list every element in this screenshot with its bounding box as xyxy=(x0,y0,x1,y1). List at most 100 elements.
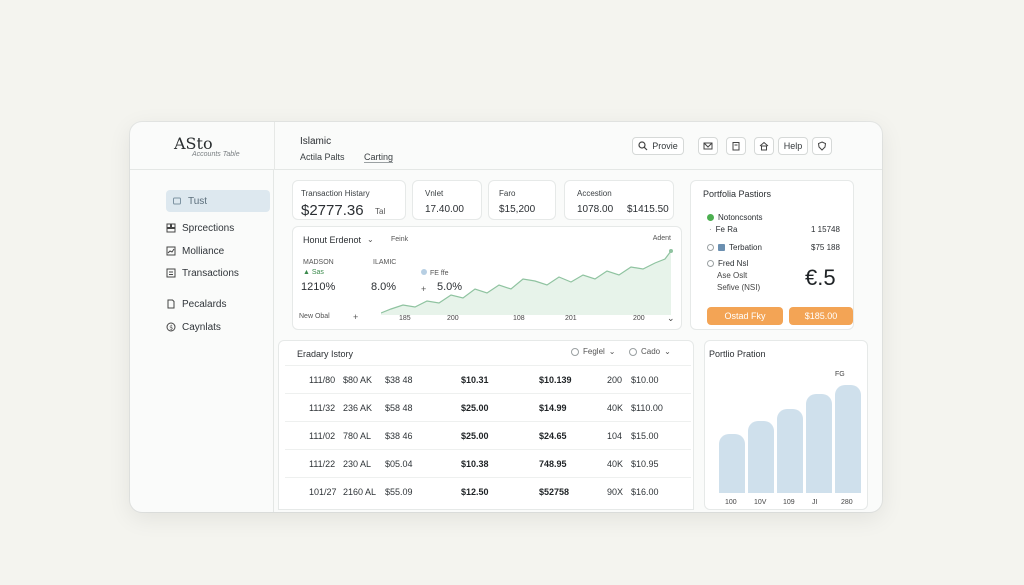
stat-suffix: Tal xyxy=(375,207,386,216)
stat-value: $2777.36 xyxy=(301,202,364,219)
metric-value-2: 8.0% xyxy=(371,281,397,293)
filter-option[interactable]: Feglel ⌄ xyxy=(571,347,616,356)
table-row[interactable]: 111/80 $80 AK $38 48 $10.31 $10.139 200 $10.00 xyxy=(285,365,691,393)
metric-label: MADSON xyxy=(303,259,334,266)
chart-dropdown[interactable]: ⌄ xyxy=(367,235,374,244)
filter-option[interactable]: Cado ⌄ xyxy=(629,347,671,356)
stat-card-faro[interactable]: Faro $15,200 xyxy=(488,180,556,220)
table-cell: 230 AL xyxy=(343,459,372,469)
table-row[interactable]: 111/02 780 AL $38 46 $25.00 $24.65 104 $15.00 xyxy=(285,421,691,449)
amount-button[interactable]: $185.00 xyxy=(789,307,853,325)
table-cell: $25.00 xyxy=(461,403,489,413)
table-cell: 200 xyxy=(607,375,623,385)
position-item[interactable]: Fred Nsl xyxy=(707,259,748,268)
home-button[interactable] xyxy=(754,137,774,155)
bar[interactable] xyxy=(719,434,745,493)
header-divider xyxy=(274,122,275,170)
bar-label: 109 xyxy=(783,499,795,506)
stat-card-transaction-history[interactable]: Transaction Histary $2777.36 Tal xyxy=(292,180,406,220)
table-row[interactable]: 111/22 230 AL $05.04 $10.38 748.95 40K $10.95 xyxy=(285,449,691,477)
sidebar-item-label: Molliance xyxy=(182,245,225,257)
page-title: Islamic xyxy=(300,136,332,147)
plus-label: + xyxy=(421,284,427,294)
portfolio-ration-card: Portlio Pration FG 100 10V 109 JI 280 xyxy=(704,340,868,510)
position-item[interactable]: Terbation xyxy=(707,243,762,252)
bar[interactable] xyxy=(806,394,832,493)
table-row[interactable]: 101/27 2160 AL $55.09 $12.50 $52758 90X $16.00 xyxy=(285,477,691,505)
position-label: Ase Oslt xyxy=(717,271,748,280)
sidebar-item-molliance[interactable]: Molliance xyxy=(166,241,224,261)
legend-label: FE ffe xyxy=(421,269,449,277)
app-logo-subtitle: Accounts Table xyxy=(192,151,240,158)
status-dot-icon xyxy=(707,214,714,221)
app-logo[interactable]: ASto xyxy=(174,134,213,153)
table-cell: $38 46 xyxy=(385,431,413,441)
table-cell: 111/02 xyxy=(309,431,336,441)
header-tab-2[interactable]: Carting xyxy=(364,152,394,163)
sidebar-item-tust[interactable]: Tust xyxy=(166,190,270,212)
header-tab-1[interactable]: Actila Palts xyxy=(300,152,345,162)
home-icon xyxy=(173,197,181,205)
chart-tag[interactable]: Feink xyxy=(391,236,409,243)
table-cell: 236 AK xyxy=(343,403,373,413)
stat-card-vnlet[interactable]: Vnlet 17.40.00 xyxy=(412,180,482,220)
chart-expand-chevron[interactable]: ⌄ xyxy=(667,313,675,323)
top-label: FG xyxy=(835,371,845,378)
stat-card-accestion[interactable]: Accestion 1078.00 $1415.50 xyxy=(564,180,674,220)
shield-icon xyxy=(817,141,827,151)
help-button-label: Help xyxy=(783,141,803,151)
shield-button[interactable] xyxy=(812,137,832,155)
table-cell: $52758 xyxy=(539,487,570,497)
table-title: Eradary Istory xyxy=(297,349,354,359)
sidebar-item-pecalards[interactable]: Pecalards xyxy=(166,294,226,314)
table-cell: $12.50 xyxy=(461,487,489,497)
table-cell: 40K xyxy=(607,459,624,469)
help-button[interactable]: Help xyxy=(778,137,808,155)
square-icon xyxy=(718,244,725,251)
ostad-button[interactable]: Ostad Fky xyxy=(707,307,783,325)
provide-button-label: Provie xyxy=(652,141,678,151)
position-label: Terbation xyxy=(729,243,762,252)
table-cell: 101/27 xyxy=(309,487,337,497)
grid-icon xyxy=(166,223,176,233)
x-tick: 200 xyxy=(447,315,459,322)
sidebar-item-label: Sprcections xyxy=(182,222,235,234)
radio-icon[interactable] xyxy=(707,244,714,251)
coin-icon: $ xyxy=(166,322,176,332)
provide-button[interactable]: Provie xyxy=(632,137,684,155)
radio-icon xyxy=(571,347,579,356)
stat-label: Transaction Histary xyxy=(301,189,370,198)
table-row[interactable]: 111/32 236 AK $58 48 $25.00 $14.99 40K $110.00 xyxy=(285,393,691,421)
mail-button[interactable] xyxy=(698,137,718,155)
table-cell: 780 AL xyxy=(343,431,372,441)
stat-value: 1078.00 xyxy=(577,204,614,215)
bar-label: 100 xyxy=(725,499,737,506)
trend-chart-card: Honut Erdenot ⌄ Feink Adent MADSON ▲ Sas… xyxy=(292,226,682,330)
bar[interactable] xyxy=(777,409,803,493)
position-label: Sefive (NSI) xyxy=(717,283,761,292)
sidebar-item-caynlats[interactable]: $ Caynlats xyxy=(166,317,221,337)
position-item[interactable]: Notoncsonts xyxy=(707,213,762,222)
radio-icon[interactable] xyxy=(707,260,714,267)
table-cell: $05.04 xyxy=(385,459,413,469)
sidebar-item-label: Pecalards xyxy=(182,298,227,310)
table-cell: 90X xyxy=(607,487,624,497)
chevron-down-icon: ⌄ xyxy=(608,347,616,356)
portfolio-positions-card: Portfolia Pastiors Notoncsonts · Fe Ra 1… xyxy=(690,180,854,330)
footer-plus[interactable]: + xyxy=(353,312,359,322)
bar[interactable] xyxy=(835,385,861,493)
clipboard-button[interactable] xyxy=(726,137,746,155)
table-cell: 748.95 xyxy=(539,459,567,469)
sidebar-item-sprcections[interactable]: Sprcections xyxy=(166,218,234,238)
position-label: Notoncsonts xyxy=(718,213,763,222)
table-cell: $24.65 xyxy=(539,431,567,441)
filter-label: Cado xyxy=(641,347,661,356)
sidebar-item-transactions[interactable]: Transactions xyxy=(166,263,239,283)
metric-value-3: 5.0% xyxy=(437,281,463,293)
trend-endpoint xyxy=(669,249,673,253)
bar[interactable] xyxy=(748,421,774,493)
chart-adjust-link[interactable]: Adent xyxy=(652,235,671,242)
stat-label: Accestion xyxy=(577,189,612,198)
history-table-card: Eradary Istory Feglel ⌄ Cado ⌄ 111/80 $80… xyxy=(278,340,694,510)
position-item[interactable]: · Fe Ra xyxy=(709,225,737,234)
